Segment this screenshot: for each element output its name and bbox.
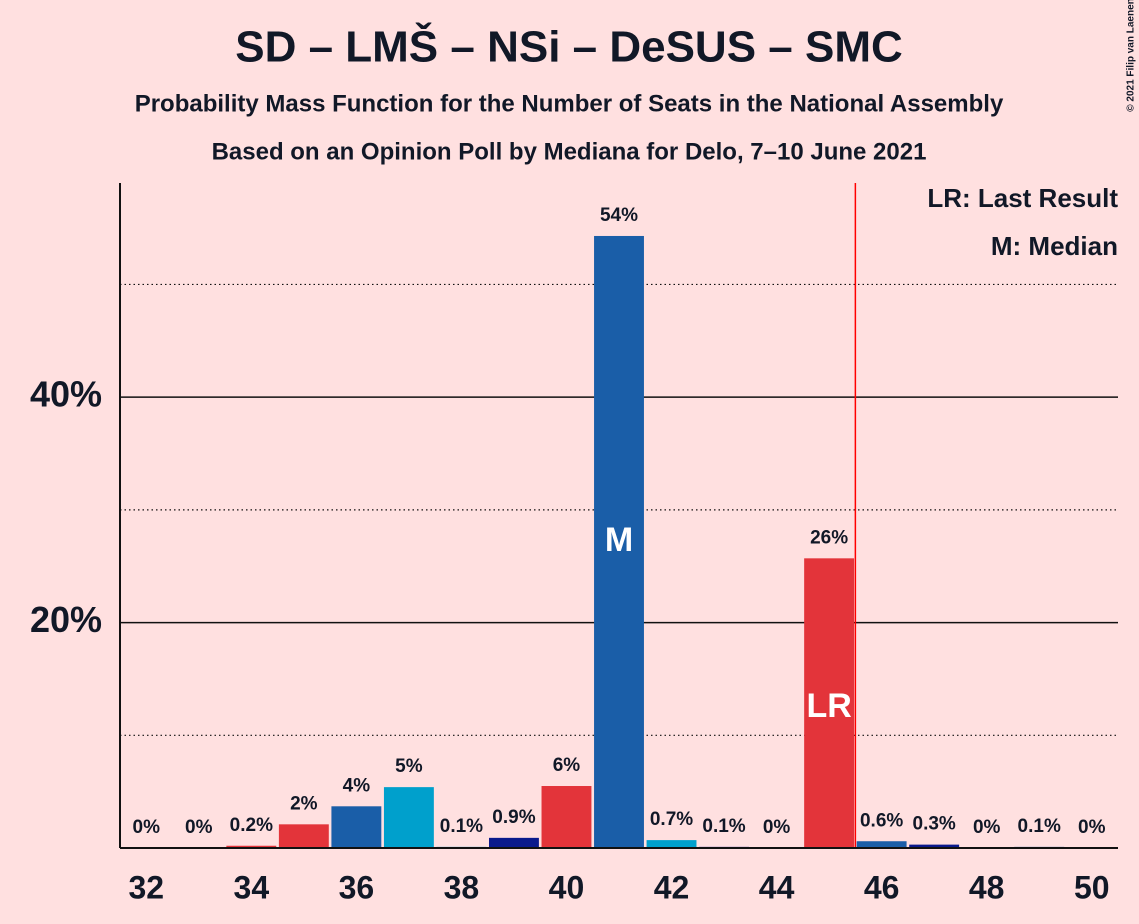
x-tick-label: 38 xyxy=(444,869,480,905)
x-tick-label: 42 xyxy=(654,869,690,905)
data-label: 0.7% xyxy=(650,809,693,830)
data-label: 26% xyxy=(810,527,848,548)
bar xyxy=(541,786,592,848)
data-label: 0% xyxy=(763,817,791,838)
data-label: 0% xyxy=(973,817,1001,838)
data-label: 54% xyxy=(600,205,638,226)
data-label: 0% xyxy=(1078,817,1106,838)
bar xyxy=(594,235,644,848)
data-label: 0% xyxy=(185,817,213,838)
data-label: 6% xyxy=(553,755,581,776)
data-label: 0.3% xyxy=(913,814,956,835)
data-label: 2% xyxy=(290,793,318,814)
last-result-marker: LR xyxy=(806,687,851,725)
chart-title: SD – LMŠ – NSi – DeSUS – SMC xyxy=(235,21,903,72)
bar xyxy=(909,844,960,848)
x-tick-label: 32 xyxy=(128,869,164,905)
chart-subtitle: Probability Mass Function for the Number… xyxy=(135,90,1004,117)
x-tick-label: 36 xyxy=(339,869,375,905)
y-tick-label: 40% xyxy=(30,374,102,415)
data-label: 4% xyxy=(343,775,371,796)
data-label: 0.9% xyxy=(492,807,535,828)
data-label: 0.1% xyxy=(440,816,483,837)
data-label: 0% xyxy=(133,817,161,838)
data-label: 0.6% xyxy=(860,810,903,831)
x-tick-label: 34 xyxy=(234,869,270,905)
bar xyxy=(331,806,382,848)
legend-entry: LR: Last Result xyxy=(927,183,1118,213)
copyright: © 2021 Filip van Laenen xyxy=(1126,0,1137,112)
x-tick-label: 44 xyxy=(759,869,795,905)
legend-entry: M: Median xyxy=(991,231,1118,261)
x-tick-label: 40 xyxy=(549,869,585,905)
bar xyxy=(488,837,539,848)
data-label: 0.1% xyxy=(1018,816,1061,837)
median-marker: M xyxy=(605,521,633,559)
bar xyxy=(804,558,855,848)
chart-subtitle: Based on an Opinion Poll by Mediana for … xyxy=(212,138,927,165)
bar xyxy=(856,841,907,848)
x-tick-label: 50 xyxy=(1074,869,1110,905)
y-tick-label: 20% xyxy=(30,599,102,640)
x-tick-label: 46 xyxy=(864,869,900,905)
x-tick-label: 48 xyxy=(969,869,1005,905)
data-label: 0.1% xyxy=(702,816,745,837)
bar xyxy=(646,840,697,848)
data-label: 0.2% xyxy=(230,815,273,836)
bar xyxy=(278,824,329,848)
data-label: 5% xyxy=(395,756,423,777)
bar xyxy=(383,787,434,848)
bar xyxy=(226,845,277,848)
